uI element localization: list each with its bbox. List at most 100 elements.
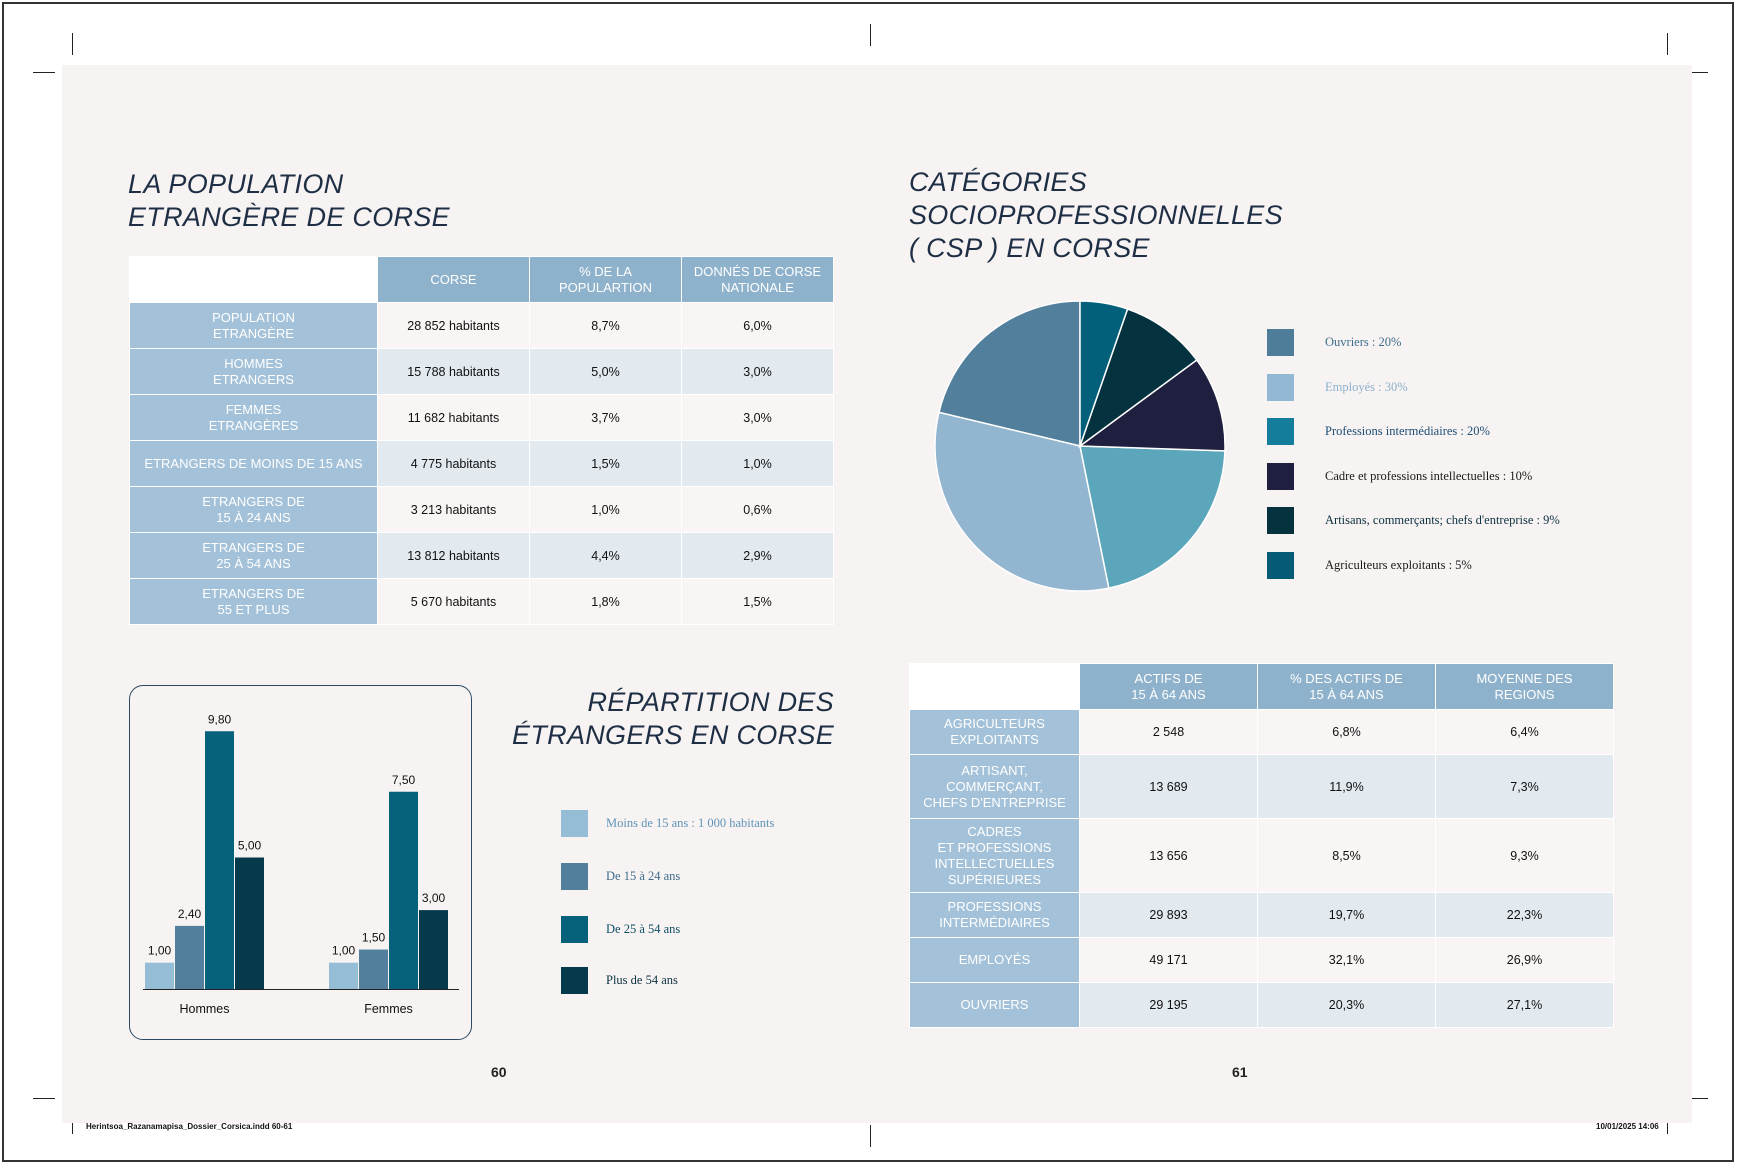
table-row: ARTISANT, COMMERÇANT, CHEFS D'ENTREPRISE 1…	[909, 754, 1614, 819]
row-header: POPULATION ETRANGÈRE	[129, 302, 378, 349]
column-header: % DES ACTIFS DE 15 À 64 ANS	[1257, 663, 1436, 710]
table-cell: 4 775 habitants	[377, 440, 530, 487]
row-header: AGRICULTEURS EXPLOITANTS	[909, 709, 1080, 755]
bar-value-label: 3,00	[422, 891, 446, 905]
table-cell: 6,4%	[1435, 709, 1614, 755]
table-cell: 8,5%	[1257, 818, 1436, 893]
table-cell: 49 171	[1079, 937, 1258, 983]
bar-chart-frame	[129, 685, 472, 1040]
table-cell: 2 548	[1079, 709, 1258, 755]
table-cell: 6,8%	[1257, 709, 1436, 755]
title-line: CATÉGORIES	[909, 167, 1088, 197]
legend-label: Ouvriers : 20%	[1325, 335, 1402, 349]
crop-mark	[870, 24, 871, 46]
pie-legend-item: Agriculteurs exploitants : 5%	[1267, 551, 1472, 579]
pie-slice	[1077, 358, 1226, 452]
legend-swatch	[561, 863, 588, 890]
table-cell: 20,3%	[1257, 982, 1436, 1028]
column-header: DONNÉS DE CORSE NATIONALE	[681, 256, 834, 303]
table-row: POPULATION ETRANGÈRE 28 852 habitants 8,7…	[129, 302, 834, 349]
legend-swatch	[561, 810, 588, 837]
table-cell: 1,8%	[529, 578, 682, 625]
x-tick-label: Hommes	[179, 1002, 229, 1016]
crop-mark	[870, 1125, 871, 1147]
pie-legend-item: Employés : 30%	[1267, 373, 1408, 401]
csp-title: CATÉGORIES SOCIOPROFESSIONNELLES ( CSP )…	[909, 166, 1283, 265]
row-header: PROFESSIONS INTERMÉDIAIRES	[909, 892, 1080, 938]
table-cell: 32,1%	[1257, 937, 1436, 983]
row-header: ETRANGERS DE 15 À 24 ANS	[129, 486, 378, 533]
table-cell: 1,0%	[681, 440, 834, 487]
column-header: % DE LA POPULARTION	[529, 256, 682, 303]
legend-label: Cadre et professions intellectuelles : 1…	[1325, 468, 1533, 483]
table-cell: 2,9%	[681, 532, 834, 579]
bar-legend-item: De 25 à 54 ans	[561, 916, 680, 943]
pie-slice	[1078, 308, 1198, 449]
table-cell: 5,0%	[529, 348, 682, 395]
table-cell: 27,1%	[1435, 982, 1614, 1028]
bar	[145, 962, 174, 989]
row-header: ETRANGERS DE 55 ET PLUS	[129, 578, 378, 625]
table-row: ETRANGERS DE 15 À 24 ANS 3 213 habitants …	[129, 486, 834, 533]
legend-swatch	[1267, 418, 1294, 445]
crop-mark	[72, 33, 73, 55]
title-line: ( CSP ) EN CORSE	[909, 233, 1150, 263]
bar	[389, 791, 418, 989]
pie-legend-item: Cadre et professions intellectuelles : 1…	[1267, 462, 1533, 490]
table-cell: 3 213 habitants	[377, 486, 530, 533]
page-number-left: 60	[491, 1064, 507, 1080]
table-cell: 8,7%	[529, 302, 682, 349]
row-header: EMPLOYÉS	[909, 937, 1080, 983]
legend-label: De 15 à 24 ans	[606, 869, 681, 883]
x-tick-label: Femmes	[364, 1002, 413, 1016]
table-cell: 15 788 habitants	[377, 348, 530, 395]
legend-label: Professions intermédiaires : 20%	[1325, 424, 1490, 438]
legend-swatch	[1267, 329, 1294, 356]
table-cell: 11 682 habitants	[377, 394, 530, 441]
bar-legend-item: Plus de 54 ans	[561, 967, 678, 994]
crop-mark	[1686, 1098, 1708, 1099]
table-row: PROFESSIONS INTERMÉDIAIRES 29 893 19,7% 2…	[909, 892, 1614, 938]
bar-value-label: 2,40	[178, 907, 202, 921]
bar-chart: 1,00 2,40 9,80 5,00 Hommes 1,00 1,50 7,50 3,00 Fe…	[143, 712, 459, 1016]
column-header: ACTIFS DE 15 À 64 ANS	[1079, 663, 1258, 710]
bar	[205, 731, 234, 989]
table-cell: 1,5%	[529, 440, 682, 487]
crop-mark	[33, 72, 55, 73]
title-line: ÉTRANGERS EN CORSE	[512, 720, 834, 750]
legend-swatch	[561, 916, 588, 943]
bar-value-label: 1,00	[148, 944, 172, 958]
table-cell: 1,5%	[681, 578, 834, 625]
table-cell: 13 689	[1079, 754, 1258, 819]
table-cell: 13 812 habitants	[377, 532, 530, 579]
table-cell: 7,3%	[1435, 754, 1614, 819]
row-header: FEMMES ETRANGÈRES	[129, 394, 378, 441]
table-cell: 4,4%	[529, 532, 682, 579]
bar	[235, 857, 264, 989]
slug-filename: Herintsoa_Razanamapisa_Dossier_Corsica.i…	[86, 1122, 293, 1131]
population-table: CORSE % DE LA POPULARTION DONNÉS DE CORSE…	[129, 256, 834, 625]
table-cell: 29 195	[1079, 982, 1258, 1028]
legend-swatch	[1267, 462, 1294, 490]
table-cell: 5 670 habitants	[377, 578, 530, 625]
table-cell: 0,6%	[681, 486, 834, 533]
table-cell: 6,0%	[681, 302, 834, 349]
title-line: ETRANGÈRE DE CORSE	[128, 202, 450, 232]
bar	[175, 925, 204, 989]
table-row: ETRANGERS DE 55 ET PLUS 5 670 habitants 1…	[129, 578, 834, 625]
page-number-right: 61	[1232, 1064, 1248, 1080]
crop-mark	[1667, 33, 1668, 55]
pie-slice	[1079, 300, 1129, 447]
table-cell: 19,7%	[1257, 892, 1436, 938]
bar	[359, 949, 388, 989]
population-title: LA POPULATION ETRANGÈRE DE CORSE	[128, 168, 450, 234]
bar-legend-item: Moins de 15 ans : 1 000 habitants	[561, 810, 774, 837]
table-cell: 13 656	[1079, 818, 1258, 893]
bar-value-label: 1,00	[332, 944, 356, 958]
title-line: RÉPARTITION DES	[587, 687, 834, 717]
bar-value-label: 1,50	[362, 931, 386, 945]
bar-legend-item: De 15 à 24 ans	[561, 863, 680, 890]
table-cell: 9,3%	[1435, 818, 1614, 893]
legend-swatch	[1267, 551, 1294, 579]
row-header: OUVRIERS	[909, 982, 1080, 1028]
